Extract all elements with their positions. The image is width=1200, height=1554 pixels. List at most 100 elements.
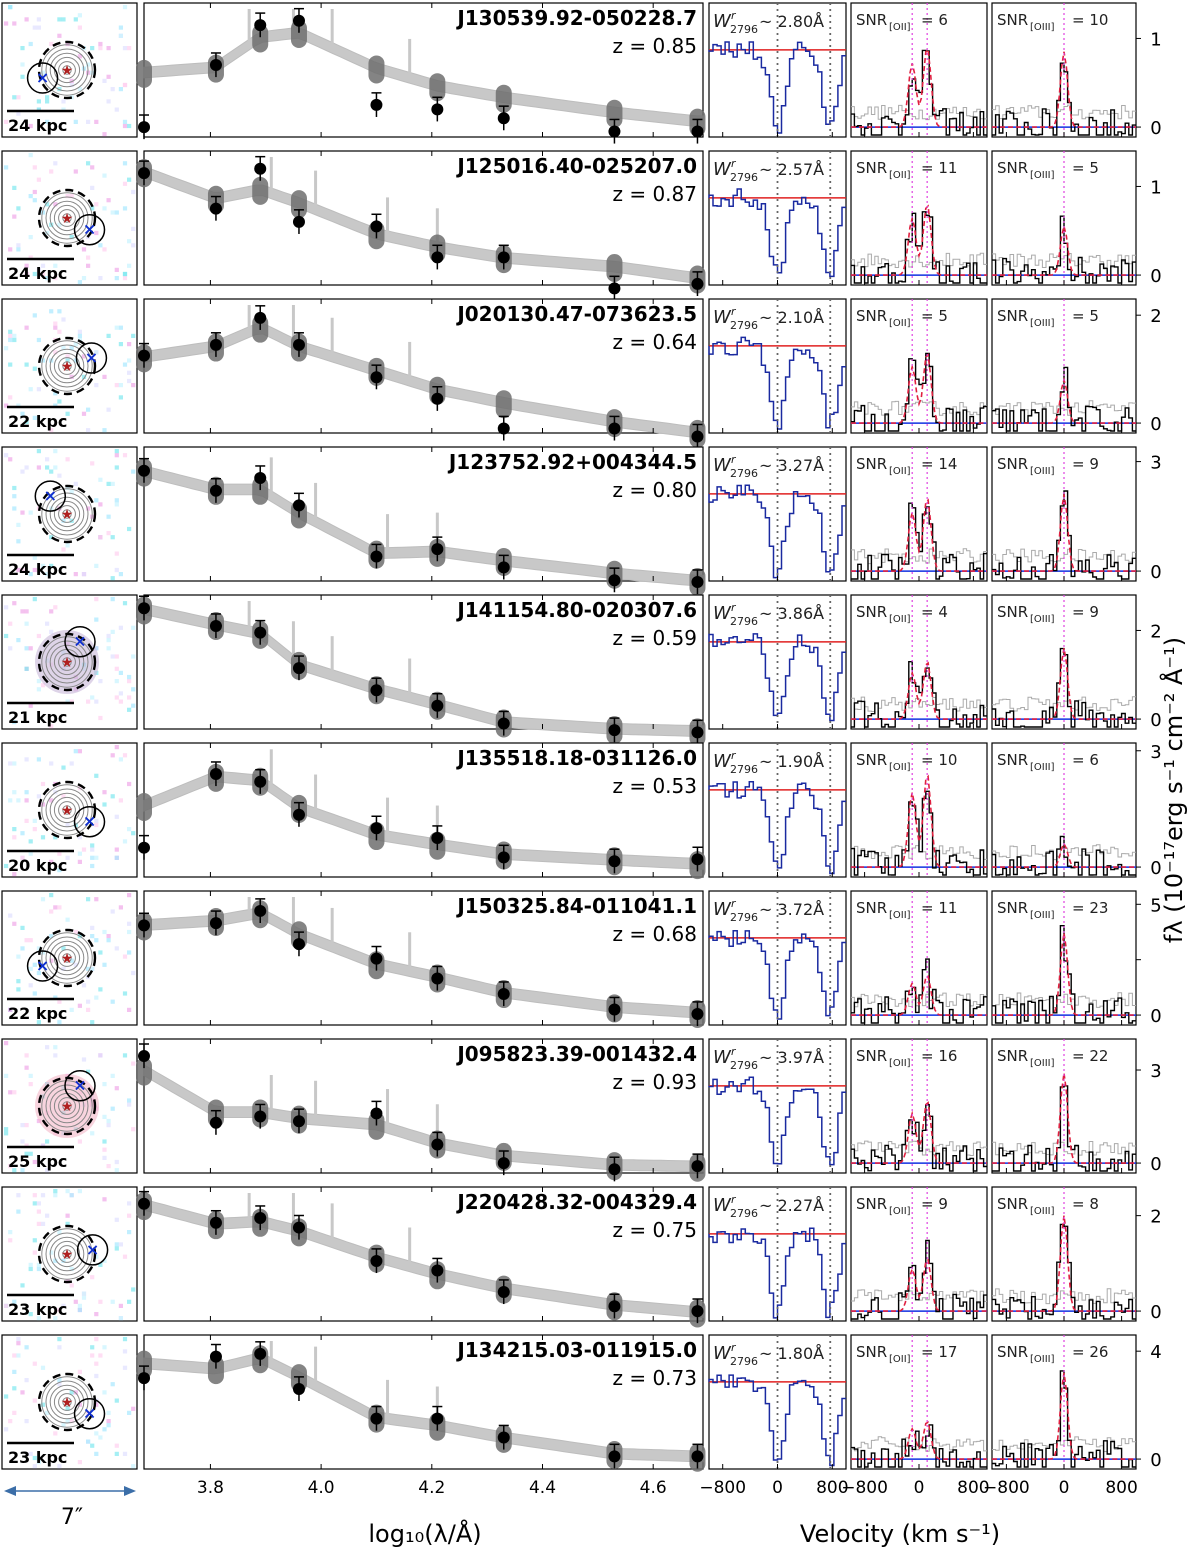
noise-pixel (118, 395, 123, 400)
noise-pixel (36, 946, 41, 951)
oiii-gaussian-fit (992, 494, 1136, 572)
noise-pixel (122, 1451, 128, 1456)
equivalent-width-symbol: W (713, 899, 732, 920)
galaxy-aperture-circle (37, 1372, 97, 1432)
flux-y-tick-label: 0 (1150, 858, 1161, 879)
observed-photometry-point (431, 1412, 444, 1425)
oii-snr-value: = 10 (921, 751, 957, 769)
noise-pixel (102, 1147, 107, 1152)
noise-pixel (28, 572, 33, 577)
scale-bar-label: 21 kpc (8, 708, 67, 727)
observed-photometry-point (691, 1160, 704, 1173)
noise-pixel (16, 567, 21, 573)
velocity-x-tick-label: 0 (772, 1478, 783, 1498)
noise-pixel (122, 82, 128, 88)
noise-pixel (45, 1213, 50, 1218)
image-panel (1, 2, 138, 138)
noise-pixel (90, 1275, 95, 1280)
noise-pixel (98, 1053, 103, 1058)
noise-pixel (49, 724, 54, 729)
noise-pixel (53, 995, 58, 1000)
noise-pixel (36, 1020, 41, 1025)
noise-pixel (77, 333, 82, 338)
noise-pixel (4, 1131, 9, 1136)
noise-pixel (86, 897, 91, 902)
oiii-snr-subscript: [OIII] (1030, 1058, 1055, 1069)
observed-photometry-point (691, 1450, 704, 1463)
noise-pixel (12, 185, 17, 190)
noise-pixel (122, 271, 128, 277)
isophote-ring (49, 496, 85, 532)
noise-pixel (114, 654, 119, 659)
noise-pixel (98, 41, 103, 47)
noise-pixel (28, 646, 33, 651)
noise-pixel (40, 271, 46, 277)
noise-pixel (36, 387, 41, 392)
observed-photometry-point (431, 543, 444, 556)
oii-snr-label: SNR (856, 11, 887, 29)
noise-pixel (36, 1460, 41, 1465)
noise-pixel (86, 407, 91, 412)
noise-pixel (12, 95, 17, 100)
galaxy-star-marker: ★ (61, 211, 74, 227)
noise-pixel (49, 494, 54, 499)
noise-pixel (20, 46, 25, 51)
equivalent-width-symbol: W (713, 159, 732, 180)
velocity-x-tick-label: −800 (699, 1478, 746, 1498)
noise-pixel (90, 46, 95, 51)
noise-pixel (32, 1250, 37, 1255)
noise-pixel (131, 1061, 136, 1066)
oiii-gaussian-fit (992, 842, 1136, 868)
scale-bar-label: 24 kpc (8, 264, 67, 283)
noise-pixel (61, 107, 66, 112)
oiii-snr-subscript: [OIII] (1030, 170, 1055, 181)
oiii-data-spectrum (992, 215, 1136, 284)
oiii-data-spectrum (992, 366, 1136, 432)
model-photometry-point (136, 1350, 152, 1379)
noise-pixel (36, 679, 41, 684)
noise-pixel (40, 1221, 46, 1226)
isophote-ring (58, 505, 76, 523)
noise-pixel (94, 646, 99, 651)
noise-pixel (8, 798, 13, 803)
noise-pixel (122, 276, 128, 281)
observed-photometry-point (292, 1382, 305, 1395)
equivalent-width-symbol: W (713, 307, 732, 328)
noise-pixel (81, 1295, 87, 1300)
noise-pixel (106, 74, 111, 79)
noise-pixel (81, 276, 87, 281)
noise-pixel (61, 518, 66, 523)
observed-photometry-point (138, 464, 150, 477)
noise-pixel (94, 995, 99, 1000)
noise-pixel (49, 169, 54, 174)
noise-pixel (53, 835, 58, 840)
noise-pixel (98, 502, 103, 507)
noise-pixel (8, 5, 13, 10)
flux-y-tick-label: 0 (1150, 414, 1161, 435)
observed-photometry-point (691, 125, 704, 138)
oiii-snr-subscript: [OIII] (1030, 466, 1055, 477)
isophote-ring (41, 1228, 93, 1280)
redshift-label: z = 0.64 (612, 330, 697, 354)
noise-pixel (32, 1201, 37, 1206)
noise-pixel (53, 391, 58, 396)
scale-bar-label: 22 kpc (8, 412, 67, 431)
noise-pixel (20, 1168, 25, 1173)
noise-pixel (118, 383, 123, 388)
quasar-x-marker: × (73, 632, 86, 651)
galaxy-star-marker: ★ (61, 951, 74, 967)
noise-pixel (114, 267, 119, 272)
image-panel (1, 1334, 138, 1470)
mgii-absorption-spectrum (708, 484, 846, 579)
isophote-ring (58, 949, 76, 967)
isophote-ring (49, 348, 85, 384)
noise-pixel (73, 342, 78, 347)
equivalent-width-value: ~ 3.97Å (759, 1048, 824, 1067)
sed-x-axis-label: log₁₀(λ/Å) (368, 1519, 481, 1548)
noise-pixel (36, 1316, 41, 1321)
noise-pixel (49, 428, 54, 433)
noise-pixel (69, 1007, 74, 1012)
noise-pixel (40, 683, 46, 688)
flux-y-tick-label: 1 (1150, 29, 1161, 50)
galaxy-glow (35, 1074, 99, 1138)
